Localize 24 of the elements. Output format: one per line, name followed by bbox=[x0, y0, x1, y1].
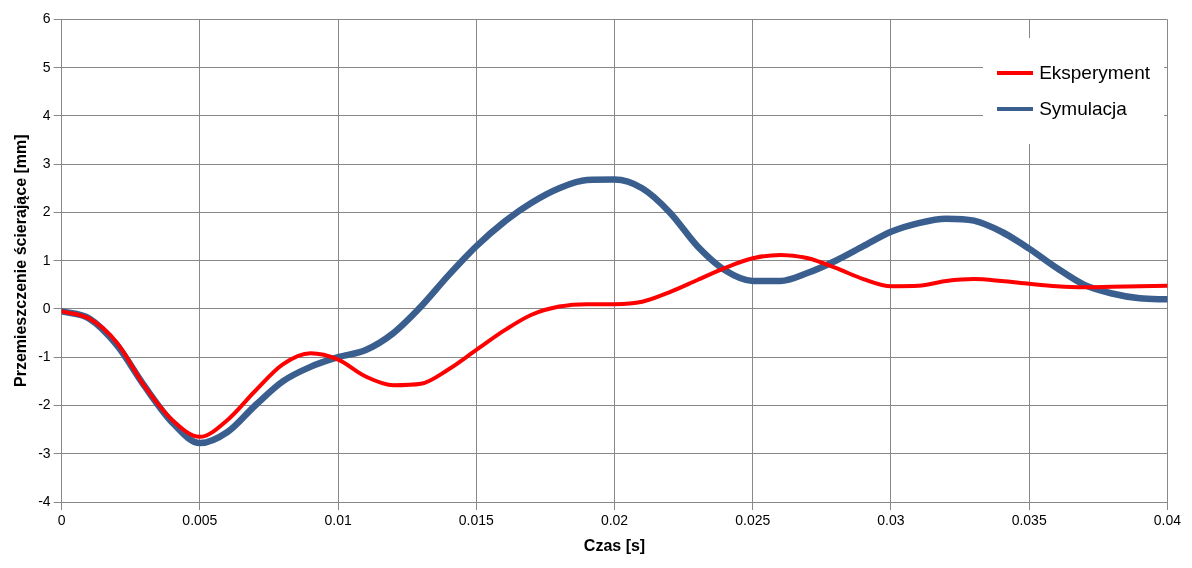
y-tick-label: -4 bbox=[38, 492, 51, 509]
y-tick-label: 2 bbox=[42, 203, 51, 220]
x-tick-label: 0.015 bbox=[458, 512, 495, 529]
x-tick-label: 0.035 bbox=[1011, 512, 1047, 529]
legend-label: Symulacja bbox=[1039, 98, 1127, 120]
y-tick-label: 3 bbox=[42, 155, 51, 172]
x-tick-label: 0.005 bbox=[182, 512, 218, 529]
y-axis-title: Przemieszczenie ścierające [mm] bbox=[12, 134, 30, 387]
y-tick-label: 5 bbox=[42, 58, 51, 75]
y-tick-label: 1 bbox=[42, 251, 51, 268]
x-axis-title: Czas [s] bbox=[583, 536, 646, 554]
y-tick-label: -2 bbox=[38, 396, 51, 413]
y-tick-label: 4 bbox=[42, 106, 51, 123]
y-tick-label: -1 bbox=[38, 348, 51, 365]
x-tick-label: 0.02 bbox=[600, 512, 629, 529]
x-tick-label: 0.025 bbox=[735, 512, 771, 529]
y-tick-label: -3 bbox=[38, 444, 51, 461]
legend-label: Eksperyment bbox=[1039, 62, 1150, 84]
x-tick-label: 0 bbox=[57, 512, 66, 529]
x-tick-label: 0.03 bbox=[877, 512, 905, 529]
x-tick-label: 0.04 bbox=[1153, 512, 1182, 529]
x-tick-label: 0.01 bbox=[324, 512, 352, 529]
y-tick-label: 6 bbox=[42, 10, 51, 27]
y-tick-label: 0 bbox=[42, 299, 51, 316]
